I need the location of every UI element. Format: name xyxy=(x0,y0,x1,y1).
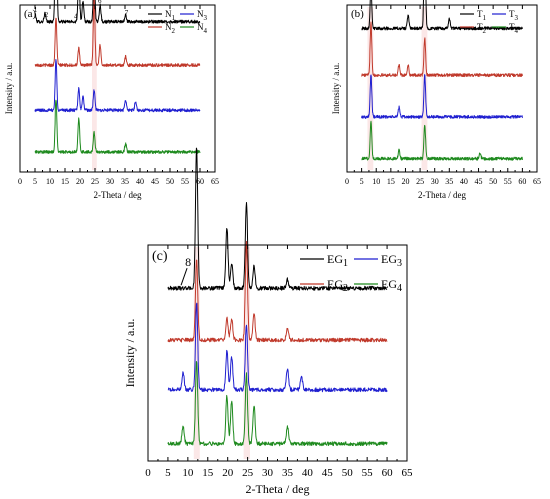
x-tick-label: 25 xyxy=(91,177,99,186)
legend-label-EG1: EG1 xyxy=(327,252,348,269)
series-line-EG4 xyxy=(167,361,388,447)
series-line-EG1 xyxy=(167,147,388,291)
y-axis-label: Intensity / a.u. xyxy=(4,63,14,115)
x-tick-label: 40 xyxy=(302,467,314,479)
panel-a: 0 5 10 15 20 25 30 35 40 45 50 55 60 652-Theta / degI… xyxy=(4,0,219,200)
legend-label-EG2: EG2 xyxy=(327,277,348,294)
x-tick-label: 30 xyxy=(262,467,274,479)
peak-annotation: 2 xyxy=(45,11,49,19)
panel-label: (c) xyxy=(152,249,168,264)
x-tick-label: 35 xyxy=(121,177,129,186)
peak-annotation: 6 xyxy=(98,0,102,5)
peak-highlight-band xyxy=(92,7,97,170)
peak-highlight-band xyxy=(193,247,200,459)
series-line-T1 xyxy=(361,0,523,31)
x-tick-label: 45 xyxy=(322,467,334,479)
x-tick-label: 25 xyxy=(416,177,424,186)
series-line-EG2 xyxy=(167,240,388,343)
series-line-N3 xyxy=(34,59,201,113)
x-tick-label: 50 xyxy=(489,177,497,186)
panel-label: (b) xyxy=(351,8,364,20)
peak-annotation: 1 xyxy=(34,6,38,14)
series-line-N4 xyxy=(34,99,201,154)
x-tick-label: 30 xyxy=(106,177,114,186)
x-tick-label: 0 xyxy=(345,177,349,186)
x-tick-label: 10 xyxy=(46,177,54,186)
x-tick-label: 55 xyxy=(181,177,189,186)
x-axis-label: 2-Theta / deg xyxy=(246,482,310,496)
peak-annotation: 5 xyxy=(91,0,95,1)
series-line-N1 xyxy=(34,0,201,24)
x-tick-label: 20 xyxy=(76,177,84,186)
peak-annotation: 4 xyxy=(74,13,78,21)
x-tick-label: 55 xyxy=(362,467,374,479)
peak-annotation: 7 xyxy=(125,9,129,17)
x-tick-label: 5 xyxy=(360,177,364,186)
x-tick-label: 0 xyxy=(18,177,22,186)
x-tick-label: 40 xyxy=(136,177,144,186)
x-tick-label: 10 xyxy=(372,177,380,186)
legend-label-T4: T4 xyxy=(509,22,519,35)
legend-label-EG4: EG4 xyxy=(381,277,402,294)
x-tick-label: 45 xyxy=(151,177,159,186)
panel-c: 0 5 10 15 20 25 30 35 40 45 50 55 60 652-Theta / degI… xyxy=(123,147,414,496)
x-axis-label: 2-Theta / deg xyxy=(94,190,142,200)
legend-label-T1: T1 xyxy=(477,9,487,22)
plot-frame xyxy=(147,244,408,462)
x-tick-label: 20 xyxy=(222,467,234,479)
plot-frame xyxy=(19,4,216,173)
legend-label-EG3: EG3 xyxy=(381,252,402,269)
series-line-T3 xyxy=(361,74,523,119)
y-axis-label: Intensity / a.u. xyxy=(331,63,341,115)
series-line-T2 xyxy=(361,21,523,78)
peak-highlight-band xyxy=(243,247,251,459)
panel-label: (a) xyxy=(24,8,37,20)
legend-label-T3: T3 xyxy=(509,9,519,22)
x-tick-label: 50 xyxy=(342,467,354,479)
x-tick-label: 60 xyxy=(518,177,526,186)
panel-b: 0 5 10 15 20 25 30 35 40 45 50 55 60 65 2-Theta / deg I… xyxy=(331,0,541,200)
series-line-N2 xyxy=(34,0,201,68)
legend-label-N2: N2 xyxy=(165,22,176,35)
legend-label-T2: T2 xyxy=(477,22,487,35)
x-tick-label: 25 xyxy=(242,467,254,479)
legend-label-N4: N4 xyxy=(197,22,208,35)
x-tick-label: 45 xyxy=(475,177,483,186)
x-tick-label: 5 xyxy=(33,177,37,186)
x-tick-label: 15 xyxy=(387,177,395,186)
x-tick-label: 40 xyxy=(460,177,468,186)
annotation-arrow xyxy=(180,268,188,286)
series-line-T4 xyxy=(361,120,523,161)
x-tick-label: 65 xyxy=(533,177,541,186)
x-tick-label: 30 xyxy=(431,177,439,186)
x-tick-label: 5 xyxy=(165,467,171,479)
x-tick-label: 10 xyxy=(182,467,194,479)
legend-label-N1: N1 xyxy=(165,9,176,22)
x-tick-label: 35 xyxy=(445,177,453,186)
x-tick-label: 35 xyxy=(282,467,294,479)
x-tick-label: 15 xyxy=(61,177,69,186)
x-tick-label: 60 xyxy=(196,177,204,186)
x-axis-label: 2-Theta / deg xyxy=(418,190,466,200)
x-tick-label: 0 xyxy=(145,467,151,479)
legend-label-N3: N3 xyxy=(197,9,208,22)
series-line-EG3 xyxy=(167,302,388,393)
x-tick-label: 15 xyxy=(202,467,214,479)
peak-annotation: 8 xyxy=(185,255,191,269)
x-tick-label: 50 xyxy=(166,177,174,186)
y-axis-label: Intensity / a.u. xyxy=(123,319,137,388)
x-tick-label: 65 xyxy=(211,177,219,186)
x-tick-label: 20 xyxy=(401,177,409,186)
x-tick-label: 60 xyxy=(382,467,394,479)
x-tick-label: 55 xyxy=(504,177,512,186)
x-tick-label: 65 xyxy=(402,467,414,479)
